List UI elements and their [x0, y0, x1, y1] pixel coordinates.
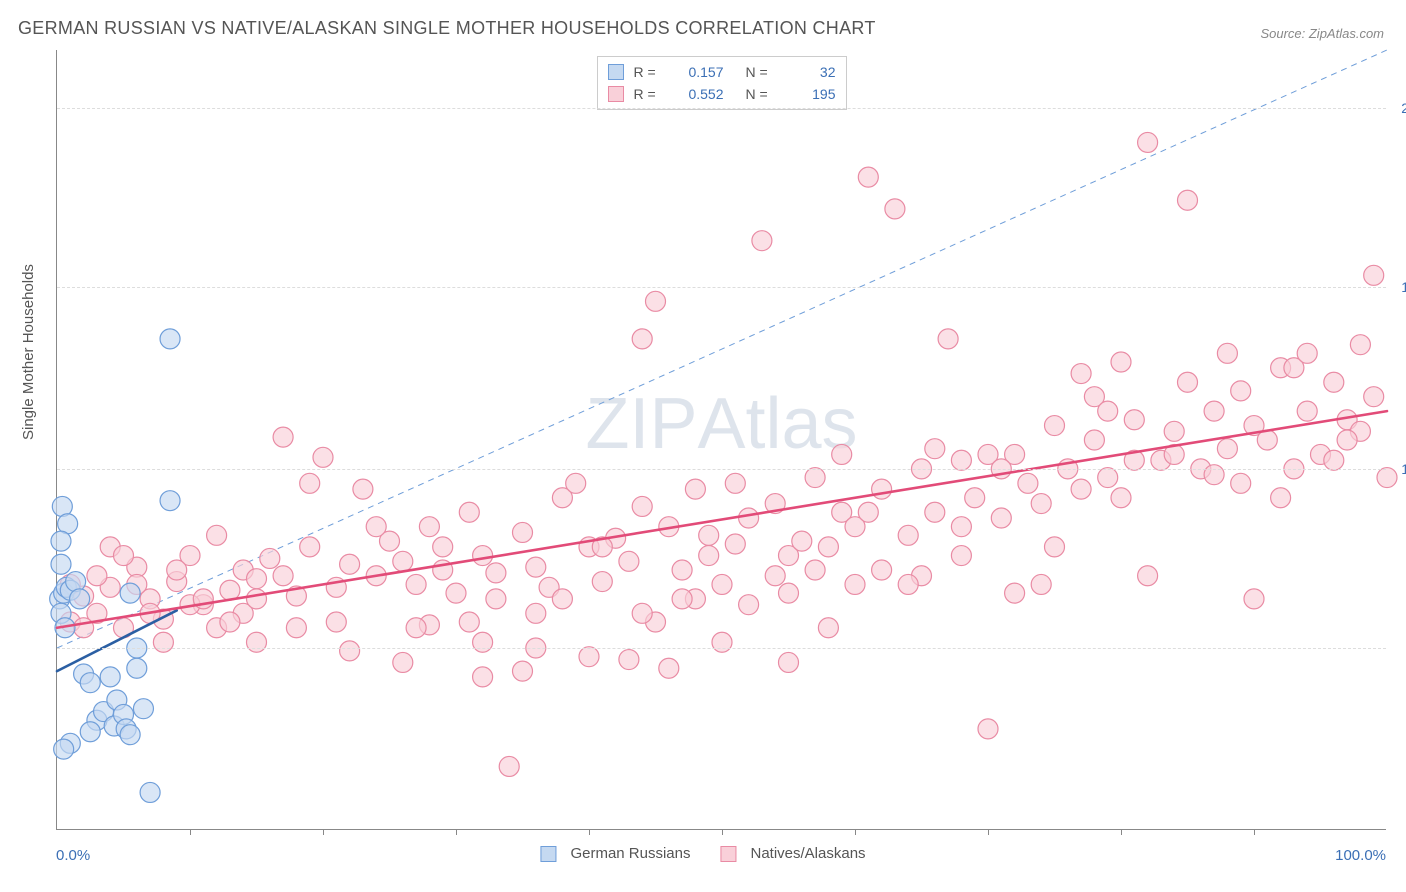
legend-bottom: German Russians Natives/Alaskans	[540, 845, 865, 862]
legend-n-label: N =	[746, 64, 776, 80]
x-min-label: 0.0%	[56, 847, 90, 864]
legend-swatch	[608, 64, 624, 80]
legend-top: R =0.157 N =32 R =0.552 N =195	[597, 56, 847, 110]
chart-title: GERMAN RUSSIAN VS NATIVE/ALASKAN SINGLE …	[18, 18, 876, 39]
legend-n-value: 195	[780, 86, 836, 102]
x-tick	[988, 829, 989, 835]
legend-r-label: R =	[634, 64, 664, 80]
plot-area: ZIPAtlas R =0.157N =32R =0.552N =195 6.3…	[56, 50, 1386, 830]
legend-r-value: 0.157	[668, 64, 724, 80]
legend-bottom-item: Natives/Alaskans	[720, 845, 865, 862]
legend-bottom-item: German Russians	[540, 845, 690, 862]
y-tick-label: 18.8%	[1401, 279, 1406, 295]
x-tick	[589, 829, 590, 835]
x-tick	[1121, 829, 1122, 835]
legend-top-row: R =0.552 N =195	[608, 83, 836, 105]
x-tick	[190, 829, 191, 835]
x-tick	[323, 829, 324, 835]
x-tick	[1254, 829, 1255, 835]
source-label: Source: ZipAtlas.com	[1260, 26, 1384, 41]
legend-swatch	[720, 846, 736, 862]
x-max-label: 100.0%	[1335, 847, 1386, 864]
legend-swatch	[608, 86, 624, 102]
legend-n-value: 32	[780, 64, 836, 80]
chart-svg	[57, 50, 1386, 829]
legend-bottom-label: German Russians	[570, 845, 690, 862]
y-axis-label: Single Mother Households	[20, 264, 37, 440]
grid-line	[57, 469, 1386, 470]
legend-r-label: R =	[634, 86, 664, 102]
x-tick	[456, 829, 457, 835]
x-tick	[855, 829, 856, 835]
legend-bottom-label: Natives/Alaskans	[750, 845, 865, 862]
legend-top-row: R =0.157 N =32	[608, 61, 836, 83]
grid-line	[57, 108, 1386, 109]
x-tick	[722, 829, 723, 835]
grid-line	[57, 287, 1386, 288]
y-tick-label: 12.5%	[1401, 461, 1406, 477]
legend-r-value: 0.552	[668, 86, 724, 102]
y-tick-label: 25.0%	[1401, 100, 1406, 116]
legend-n-label: N =	[746, 86, 776, 102]
legend-swatch	[540, 846, 556, 862]
grid-line	[57, 648, 1386, 649]
